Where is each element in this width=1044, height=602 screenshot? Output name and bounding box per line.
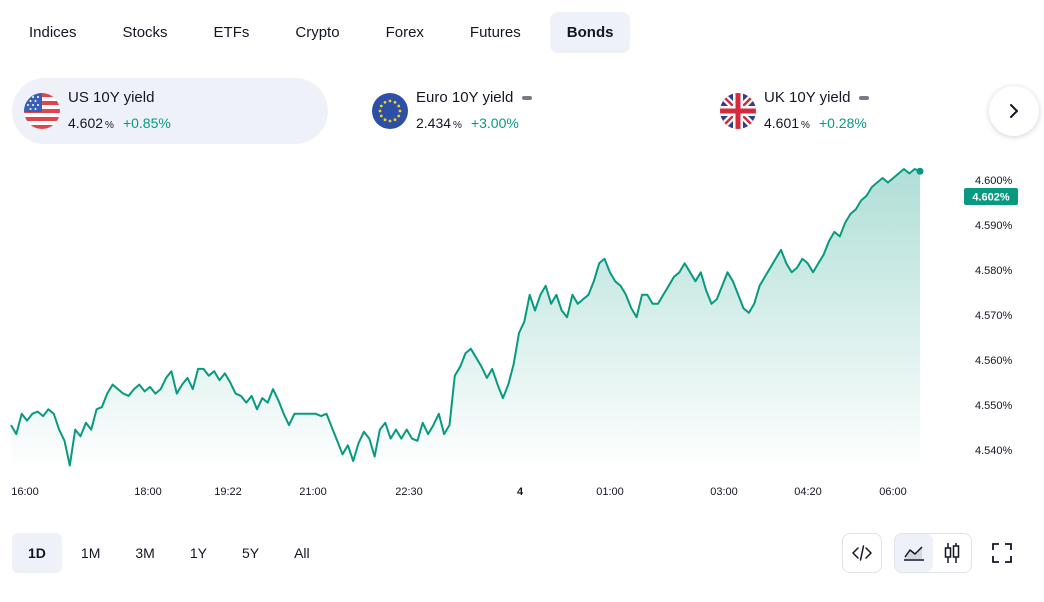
range-selector: 1D 1M 3M 1Y 5Y All (12, 533, 326, 573)
y-tick-label: 4.570% (975, 310, 1013, 322)
y-tick-label: 4.580% (975, 265, 1013, 277)
uk-flag-icon (720, 93, 756, 129)
tab-etfs[interactable]: ETFs (213, 24, 250, 41)
minus-icon (522, 95, 533, 100)
tab-futures[interactable]: Futures (469, 24, 521, 41)
next-button[interactable] (989, 86, 1039, 136)
range-1y[interactable]: 1Y (189, 545, 207, 561)
card-value: 2.434 (416, 115, 452, 131)
card-name: Euro 10Y yield (416, 89, 533, 106)
code-icon (852, 545, 872, 561)
card-uk-10y[interactable]: UK 10Y yield 4.601% +0.28% (708, 78, 988, 144)
tab-forex[interactable]: Forex (385, 24, 424, 41)
candlestick-icon (944, 543, 960, 563)
us-flag-icon (24, 93, 60, 129)
candlestick-chart-button[interactable] (933, 534, 971, 572)
embed-button[interactable] (843, 534, 881, 572)
y-tick-label: 4.590% (975, 220, 1013, 232)
card-values: 4.601% +0.28% (764, 115, 867, 131)
last-value-badge (964, 188, 1018, 205)
card-euro-10y[interactable]: Euro 10Y yield 2.434% +3.00% (360, 78, 660, 144)
x-tick-label: 06:00 (879, 486, 907, 498)
fullscreen-button[interactable] (983, 534, 1021, 572)
chevron-right-icon (1010, 104, 1018, 118)
card-us-10y[interactable]: US 10Y yield 4.602% +0.85% (12, 78, 328, 144)
minus-icon (859, 95, 870, 100)
y-tick-label: 4.540% (975, 445, 1013, 457)
tab-bonds[interactable]: Bonds (549, 12, 631, 53)
x-tick-label: 16:00 (11, 486, 39, 498)
x-tick-label: 04:20 (794, 486, 822, 498)
card-change: +0.85% (122, 115, 171, 131)
x-tick-label: 21:00 (299, 486, 327, 498)
card-change: +0.28% (818, 115, 867, 131)
x-tick-label: 01:00 (596, 486, 624, 498)
card-value: 4.602 (68, 115, 104, 131)
area-chart-icon (904, 546, 924, 561)
card-change: +3.00% (470, 115, 519, 131)
instrument-cards: US 10Y yield 4.602% +0.85% Euro 10Y yield… (12, 78, 982, 144)
range-1d[interactable]: 1D (12, 533, 62, 573)
card-unit: % (453, 120, 462, 131)
last-value-label: 4.602% (972, 192, 1010, 204)
embed-button-group (842, 533, 882, 573)
eu-flag-icon (372, 93, 408, 129)
tab-stocks[interactable]: Stocks (122, 24, 168, 41)
range-3m[interactable]: 3M (135, 545, 155, 561)
chart-area-fill (11, 169, 920, 470)
area-chart-button[interactable] (895, 534, 933, 572)
chart-type-group (894, 533, 972, 573)
y-tick-label: 4.600% (975, 175, 1013, 187)
chart-series-line (10, 168, 921, 467)
last-point-marker (916, 167, 924, 175)
card-name: US 10Y yield (68, 89, 155, 106)
tab-crypto[interactable]: Crypto (295, 24, 340, 41)
tab-indices[interactable]: Indices (29, 24, 77, 41)
fullscreen-group (983, 533, 1023, 573)
market-tabs: Indices Stocks ETFs Crypto Forex Futures… (12, 12, 631, 53)
range-1m[interactable]: 1M (80, 545, 101, 561)
card-unit: % (801, 120, 810, 131)
range-all[interactable]: All (294, 545, 310, 561)
y-tick-label: 4.560% (975, 355, 1013, 367)
card-values: 4.602% +0.85% (68, 115, 171, 131)
x-tick-label: 22:30 (395, 486, 423, 498)
card-values: 2.434% +3.00% (416, 115, 519, 131)
card-name: UK 10Y yield (764, 89, 870, 106)
x-tick-label: 4 (517, 486, 524, 498)
yield-chart: 4.540% 4.550% 4.560% 4.570% 4.580% 4.590% 4.60… (10, 167, 1018, 498)
x-tick-label: 03:00 (710, 486, 738, 498)
fullscreen-icon (992, 543, 1012, 563)
card-value: 4.601 (764, 115, 800, 131)
x-tick-label: 18:00 (134, 486, 162, 498)
card-unit: % (105, 120, 114, 131)
y-tick-label: 4.550% (975, 400, 1013, 412)
range-5y[interactable]: 5Y (241, 545, 260, 561)
x-tick-label: 19:22 (214, 486, 242, 498)
